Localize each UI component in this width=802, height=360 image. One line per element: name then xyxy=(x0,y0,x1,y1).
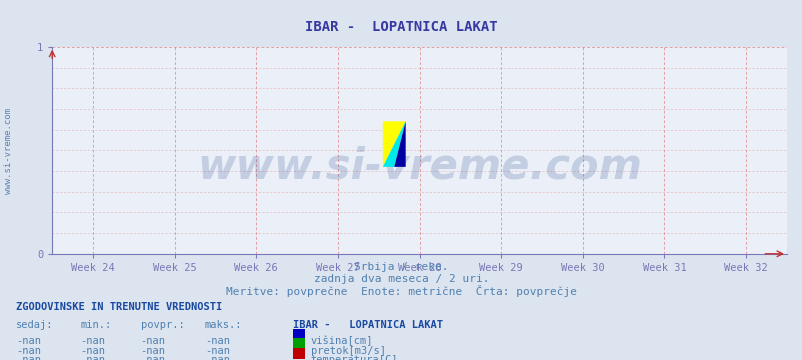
Text: min.:: min.: xyxy=(80,320,111,330)
Text: zadnja dva meseca / 2 uri.: zadnja dva meseca / 2 uri. xyxy=(314,274,488,284)
Text: Meritve: povprečne  Enote: metrične  Črta: povprečje: Meritve: povprečne Enote: metrične Črta:… xyxy=(225,285,577,297)
Text: temperatura[C]: temperatura[C] xyxy=(310,355,398,360)
Text: -nan: -nan xyxy=(140,346,165,356)
Text: -nan: -nan xyxy=(80,336,105,346)
Text: ZGODOVINSKE IN TRENUTNE VREDNOSTI: ZGODOVINSKE IN TRENUTNE VREDNOSTI xyxy=(16,302,222,312)
Polygon shape xyxy=(383,121,405,167)
Text: IBAR -   LOPATNICA LAKAT: IBAR - LOPATNICA LAKAT xyxy=(293,320,443,330)
Text: Srbija / reke.: Srbija / reke. xyxy=(354,262,448,272)
Text: www.si-vreme.com: www.si-vreme.com xyxy=(196,146,642,188)
Text: maks.:: maks.: xyxy=(205,320,242,330)
Text: -nan: -nan xyxy=(140,355,165,360)
Text: višina[cm]: višina[cm] xyxy=(310,336,373,346)
Text: -nan: -nan xyxy=(16,346,41,356)
Text: povpr.:: povpr.: xyxy=(140,320,184,330)
Text: sedaj:: sedaj: xyxy=(16,320,54,330)
Text: -nan: -nan xyxy=(16,336,41,346)
Text: IBAR -  LOPATNICA LAKAT: IBAR - LOPATNICA LAKAT xyxy=(305,20,497,34)
Polygon shape xyxy=(394,121,405,167)
Text: -nan: -nan xyxy=(205,346,229,356)
Text: -nan: -nan xyxy=(205,336,229,346)
Text: -nan: -nan xyxy=(140,336,165,346)
Text: -nan: -nan xyxy=(80,346,105,356)
Text: -nan: -nan xyxy=(16,355,41,360)
Text: www.si-vreme.com: www.si-vreme.com xyxy=(3,108,13,194)
Text: pretok[m3/s]: pretok[m3/s] xyxy=(310,346,385,356)
Text: -nan: -nan xyxy=(80,355,105,360)
Polygon shape xyxy=(383,121,405,167)
Text: -nan: -nan xyxy=(205,355,229,360)
